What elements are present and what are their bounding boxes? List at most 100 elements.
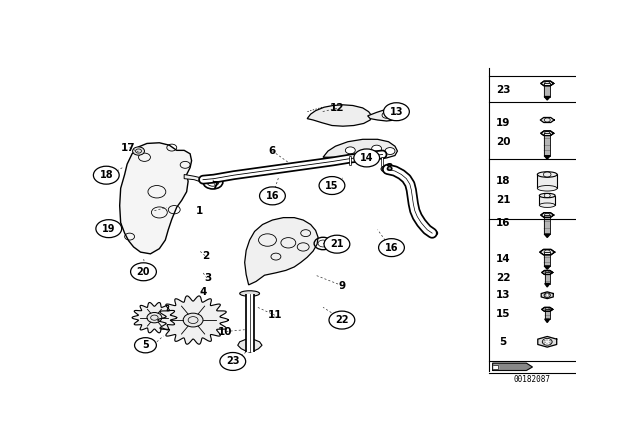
Polygon shape [545, 284, 550, 287]
Polygon shape [184, 174, 208, 183]
Circle shape [96, 220, 122, 237]
Text: 4: 4 [199, 288, 207, 297]
Text: 15: 15 [496, 309, 510, 319]
Polygon shape [541, 292, 553, 299]
Ellipse shape [287, 164, 300, 170]
Text: 10: 10 [218, 327, 232, 337]
Text: 14: 14 [360, 153, 373, 163]
Text: 9: 9 [339, 280, 346, 291]
Text: 5: 5 [142, 340, 149, 350]
Circle shape [372, 145, 381, 152]
Polygon shape [541, 131, 554, 136]
Text: 2: 2 [202, 250, 209, 261]
Polygon shape [158, 296, 228, 344]
Polygon shape [493, 363, 532, 370]
Circle shape [392, 112, 401, 117]
Polygon shape [307, 105, 372, 126]
Polygon shape [323, 139, 397, 159]
Text: 19: 19 [102, 224, 115, 234]
Text: 17: 17 [122, 142, 136, 153]
Circle shape [385, 147, 395, 155]
Polygon shape [244, 218, 318, 285]
Text: 22: 22 [496, 273, 510, 283]
Text: 3: 3 [204, 273, 212, 283]
Text: 18: 18 [496, 177, 510, 186]
Ellipse shape [540, 203, 555, 207]
Polygon shape [541, 81, 554, 86]
Text: 8: 8 [385, 163, 392, 173]
Text: 16: 16 [496, 218, 510, 228]
Text: 23: 23 [226, 357, 239, 366]
Circle shape [319, 177, 345, 194]
Bar [545, 272, 550, 284]
Bar [545, 310, 550, 319]
Polygon shape [237, 339, 262, 352]
Text: 00182087: 00182087 [514, 375, 551, 384]
Bar [544, 252, 550, 266]
Circle shape [131, 263, 156, 281]
Ellipse shape [240, 291, 260, 296]
Polygon shape [544, 96, 550, 100]
Text: 13: 13 [390, 107, 403, 117]
Polygon shape [538, 336, 557, 347]
Circle shape [220, 353, 246, 370]
Polygon shape [544, 156, 550, 159]
Circle shape [379, 239, 404, 257]
Text: 14: 14 [496, 254, 511, 264]
Text: 21: 21 [330, 239, 344, 249]
Circle shape [329, 311, 355, 329]
Circle shape [383, 103, 410, 121]
Text: 13: 13 [496, 290, 510, 300]
Polygon shape [542, 271, 553, 275]
Polygon shape [540, 250, 555, 255]
Bar [540, 195, 555, 205]
Text: 6: 6 [269, 146, 276, 156]
Text: 18: 18 [99, 170, 113, 180]
Ellipse shape [540, 194, 555, 198]
Ellipse shape [538, 172, 557, 177]
Circle shape [544, 293, 550, 297]
Ellipse shape [538, 185, 557, 191]
Text: 20: 20 [137, 267, 150, 277]
Ellipse shape [337, 156, 349, 164]
Text: 20: 20 [496, 137, 510, 147]
Text: 19: 19 [496, 118, 510, 128]
Text: 1: 1 [195, 206, 203, 216]
Circle shape [346, 147, 355, 154]
Polygon shape [367, 109, 403, 121]
Polygon shape [544, 234, 550, 237]
Circle shape [542, 338, 552, 345]
Text: 16: 16 [266, 191, 279, 201]
Text: 12: 12 [330, 103, 344, 113]
Text: 22: 22 [335, 315, 349, 325]
Polygon shape [541, 213, 554, 217]
Circle shape [147, 313, 162, 323]
Circle shape [324, 235, 350, 253]
Circle shape [382, 112, 391, 118]
Circle shape [134, 338, 156, 353]
Bar [544, 83, 550, 96]
Polygon shape [545, 319, 550, 323]
Polygon shape [542, 307, 553, 311]
Circle shape [132, 147, 145, 155]
Ellipse shape [381, 166, 392, 172]
Text: 15: 15 [325, 181, 339, 190]
Polygon shape [493, 365, 498, 369]
Text: 23: 23 [496, 85, 510, 95]
Circle shape [93, 166, 119, 184]
Bar [538, 174, 557, 188]
Text: 5: 5 [499, 337, 507, 347]
Bar [544, 133, 550, 156]
Ellipse shape [427, 230, 438, 236]
Circle shape [183, 313, 203, 327]
Text: 16: 16 [385, 243, 398, 253]
Text: 7: 7 [211, 181, 219, 190]
Polygon shape [540, 117, 554, 122]
Circle shape [260, 187, 285, 205]
Polygon shape [544, 266, 550, 269]
Polygon shape [120, 143, 191, 254]
Polygon shape [132, 302, 177, 333]
Bar [544, 215, 550, 234]
Circle shape [354, 149, 380, 167]
Text: 11: 11 [268, 310, 282, 320]
